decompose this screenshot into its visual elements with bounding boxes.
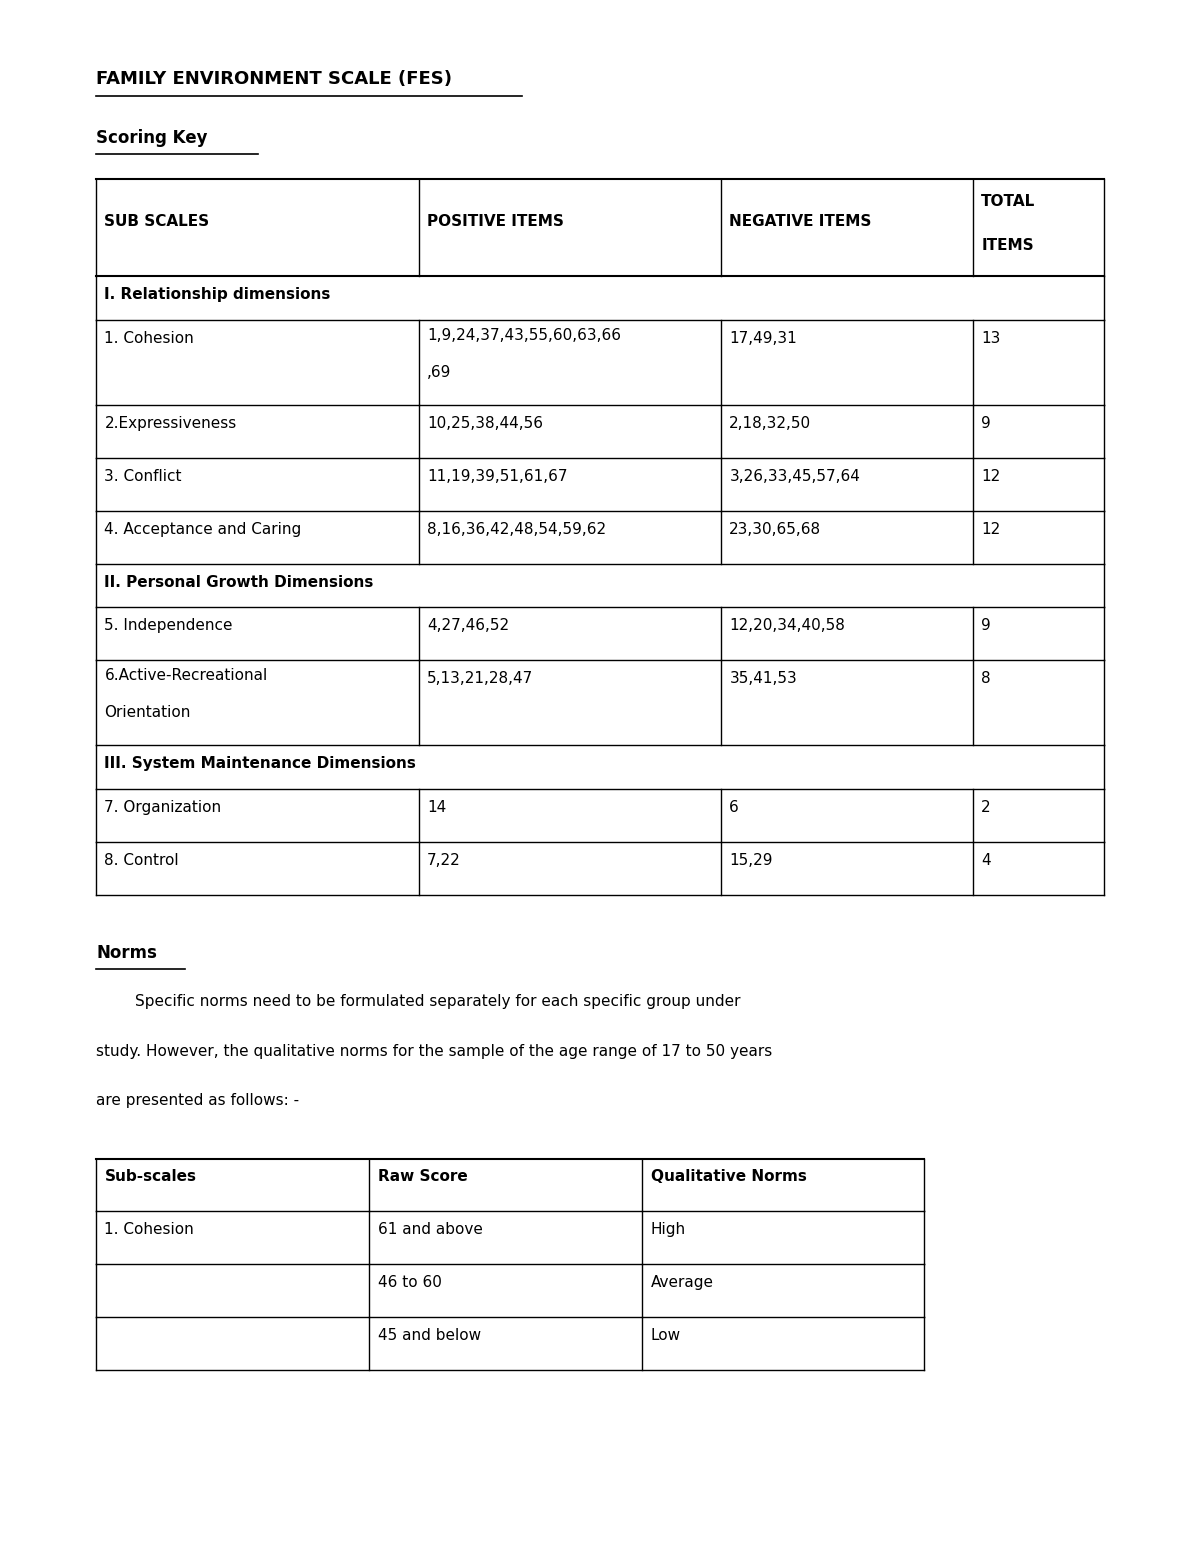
- Text: 17,49,31: 17,49,31: [730, 331, 797, 346]
- Text: 6: 6: [730, 800, 739, 815]
- Text: 12,20,34,40,58: 12,20,34,40,58: [730, 618, 845, 634]
- Text: High: High: [650, 1222, 686, 1238]
- Text: Average: Average: [650, 1275, 714, 1291]
- Text: 9: 9: [982, 618, 991, 634]
- Text: SUB SCALES: SUB SCALES: [104, 214, 210, 230]
- Text: 9: 9: [982, 416, 991, 432]
- Text: 4: 4: [982, 853, 991, 868]
- Text: Sub-scales: Sub-scales: [104, 1169, 197, 1185]
- Text: TOTAL: TOTAL: [982, 194, 1036, 210]
- Text: Low: Low: [650, 1328, 682, 1343]
- Text: ITEMS: ITEMS: [982, 238, 1034, 253]
- Text: I. Relationship dimensions: I. Relationship dimensions: [104, 287, 331, 303]
- Text: are presented as follows: -: are presented as follows: -: [96, 1093, 299, 1109]
- Text: FAMILY ENVIRONMENT SCALE (FES): FAMILY ENVIRONMENT SCALE (FES): [96, 70, 452, 89]
- Text: 4. Acceptance and Caring: 4. Acceptance and Caring: [104, 522, 301, 537]
- Text: 4,27,46,52: 4,27,46,52: [427, 618, 509, 634]
- Text: 11,19,39,51,61,67: 11,19,39,51,61,67: [427, 469, 568, 485]
- Text: 1. Cohesion: 1. Cohesion: [104, 331, 194, 346]
- Text: 13: 13: [982, 331, 1001, 346]
- Text: POSITIVE ITEMS: POSITIVE ITEMS: [427, 214, 564, 230]
- Text: II. Personal Growth Dimensions: II. Personal Growth Dimensions: [104, 575, 373, 590]
- Text: NEGATIVE ITEMS: NEGATIVE ITEMS: [730, 214, 871, 230]
- Text: Norms: Norms: [96, 944, 157, 963]
- Text: 23,30,65,68: 23,30,65,68: [730, 522, 822, 537]
- Text: 3,26,33,45,57,64: 3,26,33,45,57,64: [730, 469, 860, 485]
- Text: 10,25,38,44,56: 10,25,38,44,56: [427, 416, 542, 432]
- Text: 1. Cohesion: 1. Cohesion: [104, 1222, 194, 1238]
- Text: 8: 8: [982, 671, 991, 686]
- Text: Qualitative Norms: Qualitative Norms: [650, 1169, 806, 1185]
- Text: 46 to 60: 46 to 60: [378, 1275, 442, 1291]
- Text: ,69: ,69: [427, 365, 451, 380]
- Text: 5. Independence: 5. Independence: [104, 618, 233, 634]
- Text: 12: 12: [982, 469, 1001, 485]
- Text: 6.Active-Recreational: 6.Active-Recreational: [104, 668, 268, 683]
- Text: 5,13,21,28,47: 5,13,21,28,47: [427, 671, 533, 686]
- Text: Specific norms need to be formulated separately for each specific group under: Specific norms need to be formulated sep…: [96, 994, 740, 1009]
- Text: 12: 12: [982, 522, 1001, 537]
- Text: 61 and above: 61 and above: [378, 1222, 482, 1238]
- Text: 35,41,53: 35,41,53: [730, 671, 797, 686]
- Text: Raw Score: Raw Score: [378, 1169, 467, 1185]
- Text: Orientation: Orientation: [104, 705, 191, 721]
- Text: 1,9,24,37,43,55,60,63,66: 1,9,24,37,43,55,60,63,66: [427, 328, 620, 343]
- Text: 15,29: 15,29: [730, 853, 773, 868]
- Text: III. System Maintenance Dimensions: III. System Maintenance Dimensions: [104, 756, 416, 772]
- Text: 3. Conflict: 3. Conflict: [104, 469, 182, 485]
- Text: 45 and below: 45 and below: [378, 1328, 481, 1343]
- Text: 7,22: 7,22: [427, 853, 461, 868]
- Text: 7. Organization: 7. Organization: [104, 800, 222, 815]
- Text: 14: 14: [427, 800, 446, 815]
- Text: 2: 2: [982, 800, 991, 815]
- Text: 2.Expressiveness: 2.Expressiveness: [104, 416, 236, 432]
- Text: 2,18,32,50: 2,18,32,50: [730, 416, 811, 432]
- Text: 8. Control: 8. Control: [104, 853, 179, 868]
- Text: 8,16,36,42,48,54,59,62: 8,16,36,42,48,54,59,62: [427, 522, 606, 537]
- Text: Scoring Key: Scoring Key: [96, 129, 208, 148]
- Text: study. However, the qualitative norms for the sample of the age range of 17 to 5: study. However, the qualitative norms fo…: [96, 1044, 773, 1059]
